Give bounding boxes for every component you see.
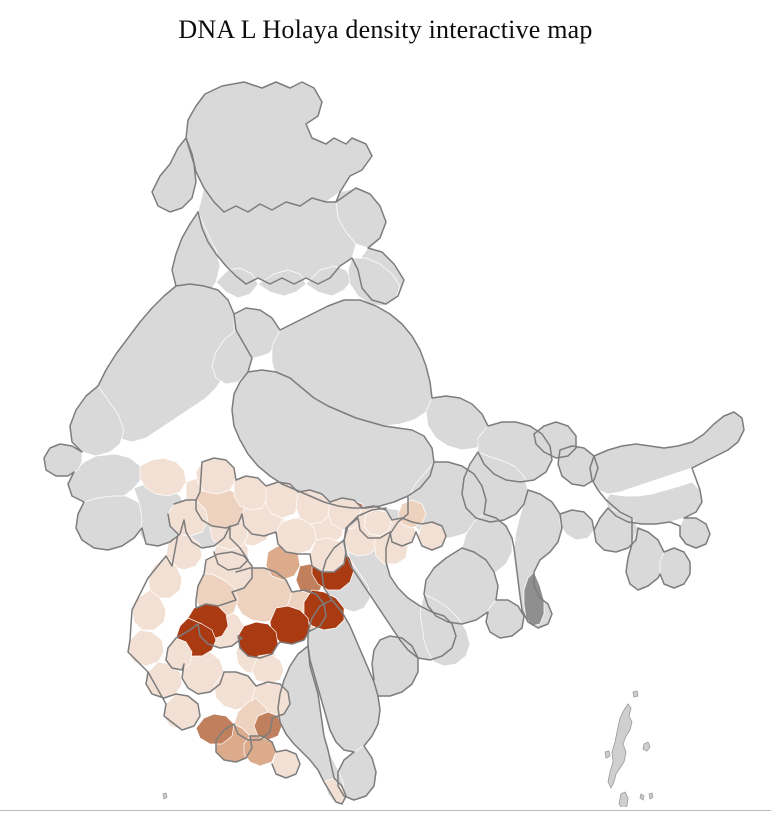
page-title: DNA L Holaya density interactive map [178, 15, 593, 44]
state-boundaries-layer [43, 81, 745, 805]
map-svg[interactable] [0, 52, 771, 807]
india-choropleth-map[interactable] [0, 52, 771, 807]
footer-divider [0, 810, 771, 811]
base-districts-layer [43, 81, 745, 805]
island-territories-layer [162, 690, 654, 807]
